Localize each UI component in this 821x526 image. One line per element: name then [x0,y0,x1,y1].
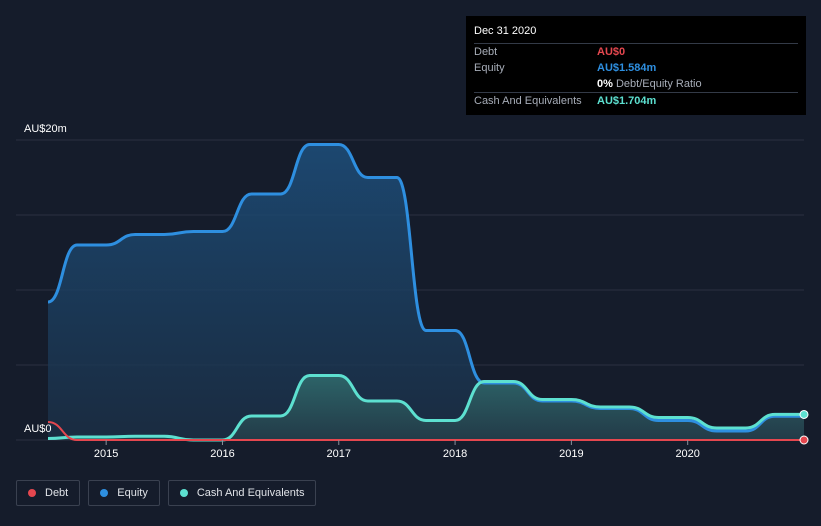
tooltip-panel: Dec 31 2020 Debt AU$0 Equity AU$1.584m 0… [466,16,806,115]
tooltip-label-debt: Debt [474,46,498,58]
legend-dot-cash [179,489,188,497]
x-tick-label: 2017 [327,448,351,460]
legend-item-equity[interactable]: Equity [88,480,160,506]
x-tick-label: 2016 [210,448,234,460]
legend-label-equity: Equity [117,487,148,499]
tooltip-date: Dec 31 2020 [474,25,537,37]
tooltip-label-cash: Cash And Equivalents [474,95,582,107]
equity-line [47,143,804,433]
tooltip-ratio-text: Debt/Equity Ratio [615,78,702,90]
cash-and-equivalents-line [47,374,804,442]
y-axis-bottom-label: AU$0 [24,423,52,435]
legend-item-cash[interactable]: Cash And Equivalents [167,480,317,506]
chart-legend: Debt Equity Cash And Equivalents [16,480,317,506]
legend-label-cash: Cash And Equivalents [196,487,305,499]
tooltip-ratio: 0% Debt/Equity Ratio [597,76,702,92]
cash-and-equivalents-area [48,375,804,440]
tooltip-value-equity: AU$1.584m [597,62,657,74]
tooltip-label-equity: Equity [474,62,505,74]
legend-dot-equity [100,489,109,497]
cash-end-marker [799,409,809,419]
tooltip-ratio-pct: 0% [597,78,613,90]
x-tick-label: 2019 [559,448,583,460]
equity-area [48,144,804,440]
tooltip-row-cash: Cash And Equivalents AU$1.704m [474,92,798,109]
legend-dot-debt [28,489,36,497]
legend-label-debt: Debt [45,487,69,499]
y-axis-top-label: AU$20m [24,123,67,135]
tooltip-value-cash: AU$1.704m [597,95,657,107]
x-tick-label: 2015 [94,448,118,460]
x-tick-label: 2018 [443,448,467,460]
tooltip-value-debt: AU$0 [597,46,626,58]
tooltip-row-equity: Equity AU$1.584m [474,60,798,76]
legend-item-debt[interactable]: Debt [16,480,81,506]
tooltip-row-ratio: 0% Debt/Equity Ratio [474,76,798,92]
debt-line [47,421,804,442]
debt-end-marker [799,435,809,445]
x-tick-label: 2020 [675,448,699,460]
tooltip-row-debt: Debt AU$0 [474,43,798,60]
